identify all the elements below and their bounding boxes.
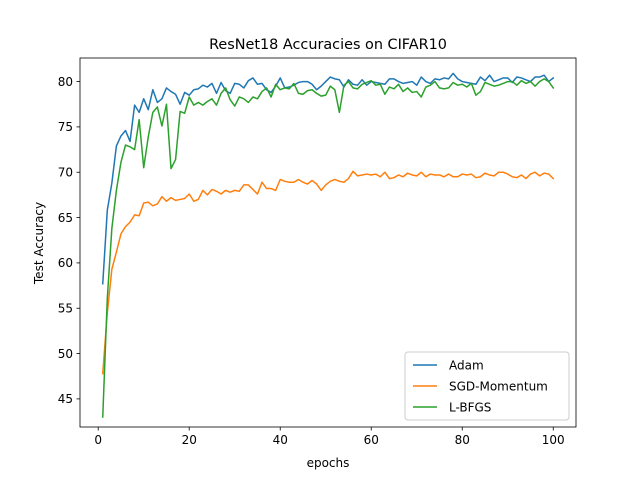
y-tick-label: 65 [58, 211, 73, 225]
y-tick-label: 55 [58, 302, 73, 316]
x-tick-label: 0 [94, 433, 102, 447]
series-line-sgd-momentum [101, 170, 555, 375]
x-tick-label: 100 [542, 433, 565, 447]
axes-layer: 0 20 40 60 80 100 45 50 55 60 65 70 75 80 [58, 57, 577, 447]
y-tick-label: 60 [58, 256, 73, 270]
legend-box [404, 351, 570, 421]
y-tick-label: 45 [58, 392, 73, 406]
x-tick-label: 20 [182, 433, 197, 447]
x-tick-label: 80 [455, 433, 470, 447]
chart-title: ResNet18 Accuracies on CIFAR10 [209, 37, 447, 53]
series-line-l-bfgs [101, 78, 555, 418]
x-tick-label: 60 [364, 433, 379, 447]
legend: Adam SGD-Momentum L-BFGS [404, 351, 570, 421]
y-tick-label: 80 [58, 75, 73, 89]
plot-frame [79, 57, 577, 428]
series-layer [101, 72, 555, 418]
y-tick-label: 75 [58, 120, 73, 134]
y-axis-label: Test Accuracy [32, 202, 46, 285]
legend-label: Adam [449, 358, 484, 372]
y-tick-label: 70 [58, 166, 73, 180]
legend-label: SGD-Momentum [449, 379, 548, 393]
legend-label: L-BFGS [449, 400, 491, 414]
x-tick-label: 40 [273, 433, 288, 447]
y-tick-label: 50 [58, 347, 73, 361]
x-axis-label: epochs [307, 456, 350, 470]
series-line-adam [101, 72, 555, 285]
